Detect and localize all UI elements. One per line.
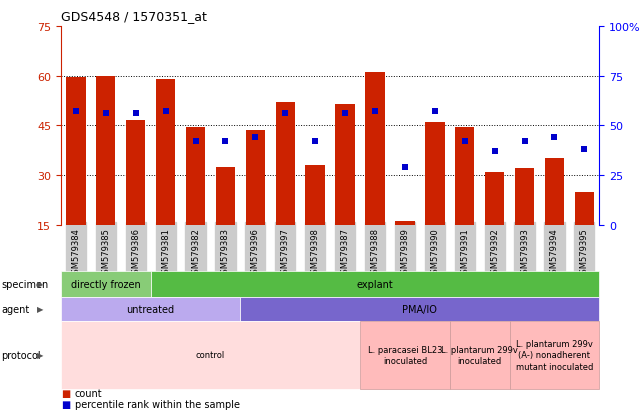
- Point: [519, 138, 529, 145]
- Bar: [425, 123, 445, 275]
- Text: specimen: specimen: [1, 279, 49, 289]
- Point: [160, 109, 171, 115]
- Text: L. paracasei BL23
inoculated: L. paracasei BL23 inoculated: [368, 345, 442, 365]
- Bar: [515, 169, 535, 275]
- Point: [460, 138, 470, 145]
- Bar: [156, 80, 176, 275]
- Bar: [365, 73, 385, 275]
- Text: ▶: ▶: [37, 351, 44, 360]
- Text: control: control: [196, 351, 225, 360]
- Bar: [545, 159, 564, 275]
- Bar: [276, 103, 295, 275]
- Text: count: count: [75, 388, 103, 398]
- Text: untreated: untreated: [126, 304, 175, 314]
- Bar: [186, 128, 205, 275]
- Text: protocol: protocol: [1, 350, 41, 360]
- Text: percentile rank within the sample: percentile rank within the sample: [75, 399, 240, 409]
- Bar: [66, 78, 86, 275]
- Bar: [335, 104, 355, 275]
- Text: ■: ■: [61, 399, 70, 409]
- Bar: [246, 131, 265, 275]
- Point: [221, 138, 231, 145]
- Text: agent: agent: [1, 304, 29, 314]
- Bar: [395, 222, 415, 275]
- Point: [579, 147, 590, 153]
- Point: [549, 135, 560, 141]
- Bar: [306, 166, 325, 275]
- Text: ▶: ▶: [37, 280, 44, 289]
- Point: [101, 111, 111, 117]
- Text: ■: ■: [61, 388, 70, 398]
- Point: [310, 138, 320, 145]
- Text: GDS4548 / 1570351_at: GDS4548 / 1570351_at: [61, 10, 207, 23]
- Text: L. plantarum 299v
(A-) nonadherent
mutant inoculated: L. plantarum 299v (A-) nonadherent mutan…: [516, 339, 593, 371]
- Bar: [126, 121, 146, 275]
- Bar: [215, 167, 235, 275]
- Point: [71, 109, 81, 115]
- Text: explant: explant: [356, 279, 394, 289]
- Point: [190, 138, 201, 145]
- Point: [340, 111, 350, 117]
- Text: PMA/IO: PMA/IO: [403, 304, 437, 314]
- Bar: [96, 76, 115, 275]
- Point: [400, 164, 410, 171]
- Text: L. plantarum 299v
inoculated: L. plantarum 299v inoculated: [441, 345, 518, 365]
- Point: [250, 135, 260, 141]
- Point: [131, 111, 141, 117]
- Text: directly frozen: directly frozen: [71, 279, 140, 289]
- Bar: [455, 128, 474, 275]
- Point: [429, 109, 440, 115]
- Bar: [575, 192, 594, 275]
- Text: ▶: ▶: [37, 305, 44, 314]
- Point: [370, 109, 380, 115]
- Point: [280, 111, 290, 117]
- Bar: [485, 172, 504, 275]
- Point: [490, 148, 500, 155]
